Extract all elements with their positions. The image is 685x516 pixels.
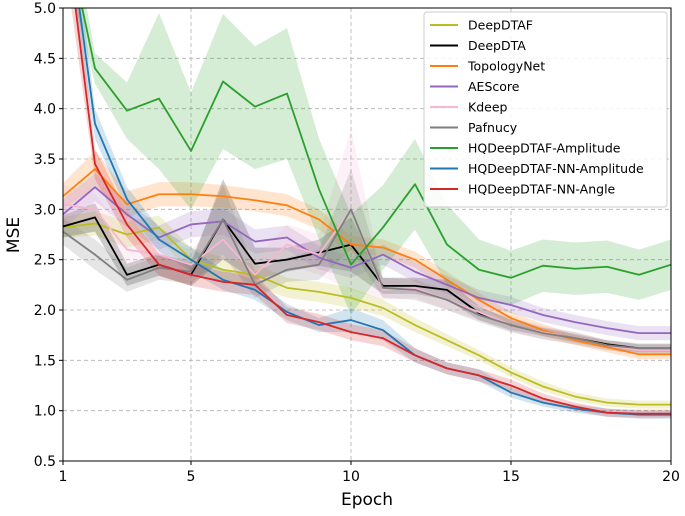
x-tick-label: 5	[187, 469, 196, 485]
y-tick-label: 1.5	[34, 353, 56, 369]
legend-box	[423, 11, 668, 208]
y-tick-label: 1.0	[34, 404, 56, 420]
band-deepdtaf	[63, 211, 671, 409]
band-aescore	[63, 173, 671, 341]
x-axis-label: Epoch	[341, 490, 393, 510]
x-tick-label: 20	[662, 469, 680, 485]
line-hqdeepdtaf-nn-angle	[74, 8, 671, 415]
legend-label-topologynet: TopologyNet	[467, 59, 545, 74]
x-tick-label: 10	[342, 469, 360, 485]
x-tick-label: 15	[502, 469, 520, 485]
legend-label-hqdeepdtaf-nn-amplitude: HQDeepDTAF-NN-Amplitude	[468, 161, 644, 176]
line-hqdeepdtaf-nn-amplitude	[78, 8, 671, 416]
legend-label-aescore: AEScore	[468, 79, 520, 94]
axis-ticks: 1 5 10 15 200.51.01.52.02.53.03.54.04.55.0	[34, 1, 680, 485]
y-tick-label: 2.5	[34, 253, 56, 269]
y-tick-label: 0.5	[34, 454, 56, 470]
line-pafnucy	[63, 208, 671, 350]
y-tick-label: 3.0	[34, 202, 56, 218]
legend-label-pafnucy: Pafnucy	[468, 120, 518, 135]
y-tick-label: 2.0	[34, 303, 56, 319]
y-axis-label: MSE	[4, 217, 24, 253]
legend-label-deepdtaf: DeepDTAF	[468, 18, 533, 33]
line-deepdtaf	[63, 222, 671, 406]
y-tick-label: 4.5	[34, 51, 56, 67]
line-aescore	[63, 186, 671, 335]
line-hqdeepdtaf-amplitude	[81, 8, 671, 279]
series-lines	[63, 8, 671, 416]
legend-label-kdeep: Kdeep	[468, 100, 508, 115]
y-tick-label: 3.5	[34, 152, 56, 168]
band-hqdeepdtaf-amplitude	[75, 8, 671, 316]
legend-label-hqdeepdtaf-nn-angle: HQDeepDTAF-NN-Angle	[468, 182, 616, 197]
legend-label-hqdeepdtaf-amplitude: HQDeepDTAF-Amplitude	[468, 141, 621, 156]
legend-label-deepdta: DeepDTA	[468, 38, 526, 53]
x-tick-label: 1	[59, 469, 68, 485]
band-topologynet	[63, 150, 671, 360]
y-tick-label: 5.0	[34, 1, 56, 17]
plot-frame	[62, 7, 672, 462]
legend: DeepDTAF DeepDTA TopologyNet AEScore Kdeep Pa…	[423, 11, 668, 208]
y-tick-label: 4.0	[34, 102, 56, 118]
band-kdeep	[63, 128, 671, 356]
